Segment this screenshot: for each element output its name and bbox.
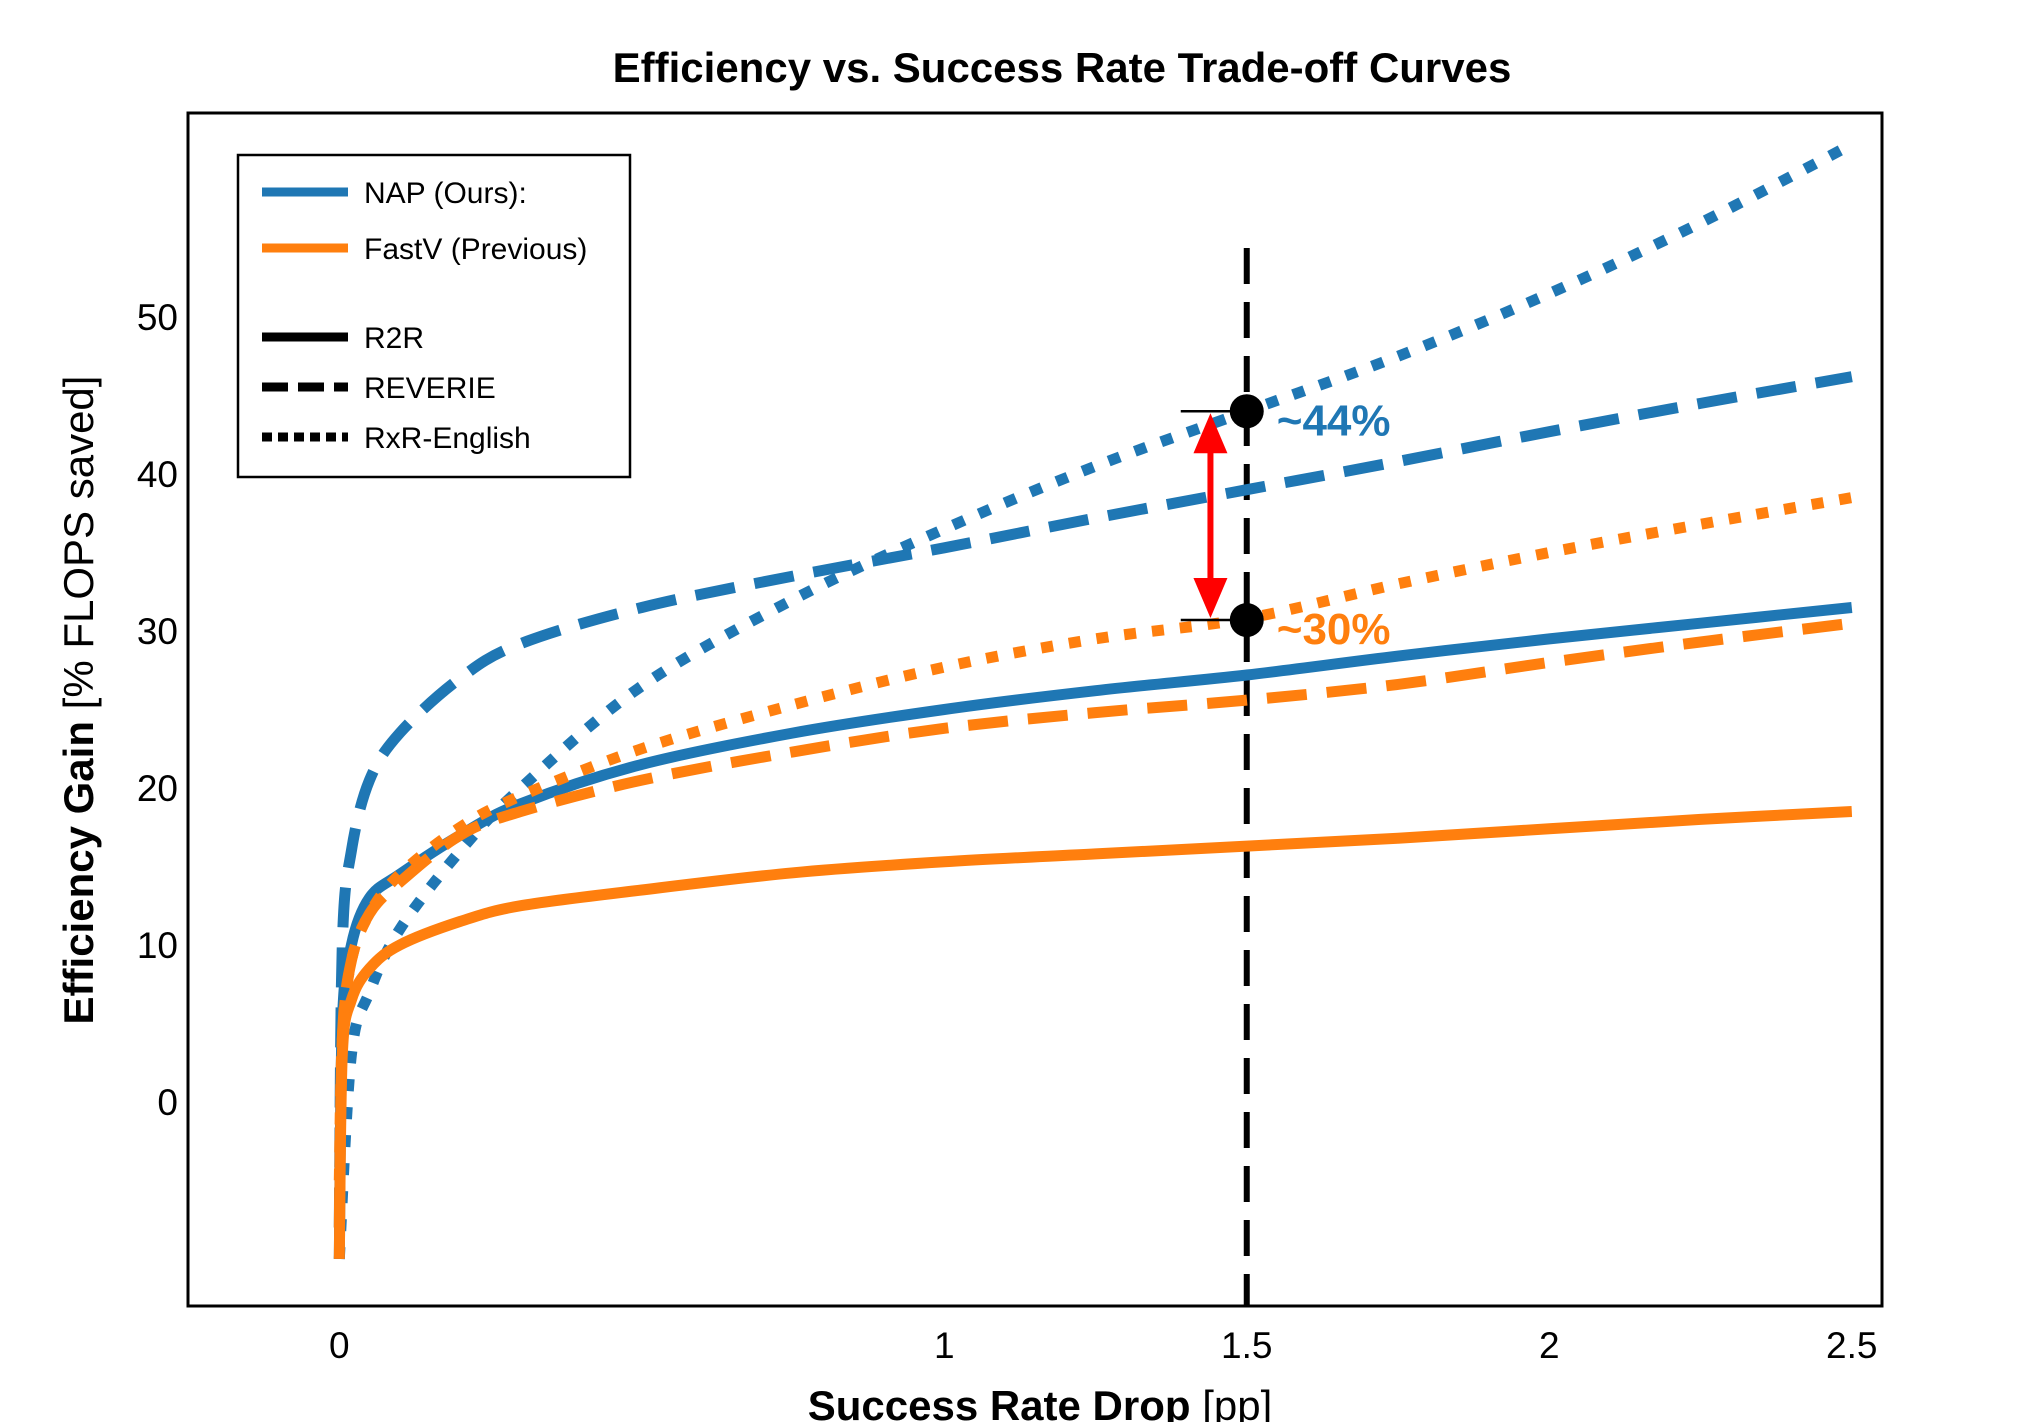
y-axis-label: Efficiency Gain [% FLOPS saved] [55, 376, 102, 1025]
y-tick-label: 0 [157, 1082, 178, 1123]
y-tick-label: 10 [137, 925, 178, 966]
series-line-nap-reverie [333, 371, 1853, 1228]
annotation-label: ~44% [1277, 396, 1391, 445]
y-axis-label-bold: Efficiency Gain [55, 721, 102, 1024]
y-tick-label: 50 [137, 297, 178, 338]
legend-label-nap: NAP (Ours): [364, 177, 527, 210]
legend-box [236, 153, 632, 479]
x-tick-label: 1.5 [1221, 1325, 1272, 1366]
x-tick-label: 2.5 [1826, 1325, 1877, 1366]
series-line-fastv-rxr-english [333, 492, 1853, 1181]
difference-arrow [1193, 413, 1228, 619]
annotation-labels: ~44% ~30% [1277, 396, 1391, 654]
series-line-nap-rxr-english [333, 139, 1855, 1260]
x-axis-ticks: 0 1 1.5 2 2.5 [329, 1325, 1878, 1366]
plot-frame [186, 111, 1884, 1308]
x-tick-label: 1 [934, 1325, 955, 1366]
annotation-label: ~30% [1277, 605, 1391, 654]
y-axis-ticks: 0 10 20 30 40 50 [137, 297, 178, 1123]
series-layer [333, 139, 1855, 1260]
y-axis-label-unit: [% FLOPS saved] [55, 376, 102, 721]
annotation-marker [1229, 394, 1264, 429]
x-axis-label-unit: [pp] [1191, 1382, 1273, 1422]
series-line-fastv-r2r [333, 806, 1853, 1259]
x-axis-label-bold: Success Rate Drop [808, 1382, 1191, 1422]
annotation-markers [1180, 394, 1264, 638]
arrow-head-bottom [1193, 578, 1228, 619]
annotation-marker [1229, 603, 1264, 638]
chart-title: Efficiency vs. Success Rate Trade-off Cu… [613, 44, 1512, 91]
y-tick-label: 20 [137, 768, 178, 809]
x-axis-label: Success Rate Drop [pp] [808, 1382, 1273, 1422]
series-line-fastv-reverie [333, 617, 1853, 1228]
legend-label-fastv: FastV (Previous) [364, 233, 587, 266]
x-tick-label: 0 [329, 1325, 350, 1366]
x-tick-label: 2 [1539, 1325, 1560, 1366]
arrow-head-top [1193, 413, 1228, 454]
legend-label-reverie: REVERIE [364, 372, 496, 405]
y-tick-label: 40 [137, 454, 178, 495]
y-tick-label: 30 [137, 611, 178, 652]
series-line-nap-r2r [333, 602, 1853, 1259]
legend-label-rxr: RxR-English [364, 422, 531, 455]
legend-label-r2r: R2R [364, 322, 424, 355]
legend: NAP (Ours): FastV (Previous) R2R REVERIE… [236, 153, 632, 479]
